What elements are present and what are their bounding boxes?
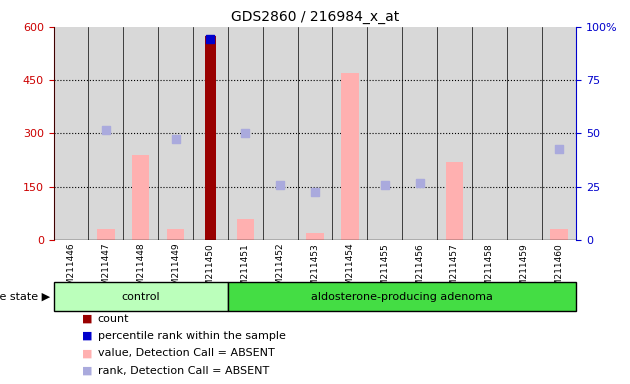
Point	[101, 127, 111, 133]
Bar	[193, 27, 228, 240]
Text: ■: ■	[82, 366, 93, 376]
Bar	[54, 27, 88, 240]
Bar	[297, 27, 333, 240]
Text: GDS2860 / 216984_x_at: GDS2860 / 216984_x_at	[231, 10, 399, 23]
Bar	[167, 229, 185, 240]
Bar	[228, 282, 576, 311]
Text: ■: ■	[82, 314, 93, 324]
Point	[415, 180, 425, 186]
Bar	[228, 27, 263, 240]
Text: control: control	[122, 291, 160, 302]
Bar	[54, 282, 228, 311]
Bar	[237, 219, 254, 240]
Bar	[158, 27, 193, 240]
Bar	[446, 162, 463, 240]
Point	[310, 189, 320, 195]
Point	[171, 136, 181, 142]
Text: rank, Detection Call = ABSENT: rank, Detection Call = ABSENT	[98, 366, 269, 376]
Point	[275, 182, 285, 188]
Bar	[306, 233, 324, 240]
Bar	[333, 27, 367, 240]
Bar	[123, 27, 158, 240]
Bar	[542, 27, 576, 240]
Bar	[263, 27, 297, 240]
Text: disease state ▶: disease state ▶	[0, 291, 50, 302]
Text: ■: ■	[82, 331, 93, 341]
Text: value, Detection Call = ABSENT: value, Detection Call = ABSENT	[98, 348, 275, 358]
Bar	[472, 27, 507, 240]
Bar	[437, 27, 472, 240]
Point	[554, 146, 564, 152]
Bar	[507, 27, 542, 240]
Text: percentile rank within the sample: percentile rank within the sample	[98, 331, 285, 341]
Bar	[132, 155, 149, 240]
Text: ■: ■	[82, 348, 93, 358]
Bar	[97, 229, 115, 240]
Bar	[341, 73, 358, 240]
Point	[240, 131, 250, 137]
Point	[380, 182, 390, 188]
Bar	[551, 229, 568, 240]
Text: aldosterone-producing adenoma: aldosterone-producing adenoma	[311, 291, 493, 302]
Point	[205, 36, 215, 42]
Bar	[88, 27, 123, 240]
Bar	[367, 27, 402, 240]
Bar	[402, 27, 437, 240]
Text: count: count	[98, 314, 129, 324]
Bar	[205, 36, 215, 240]
